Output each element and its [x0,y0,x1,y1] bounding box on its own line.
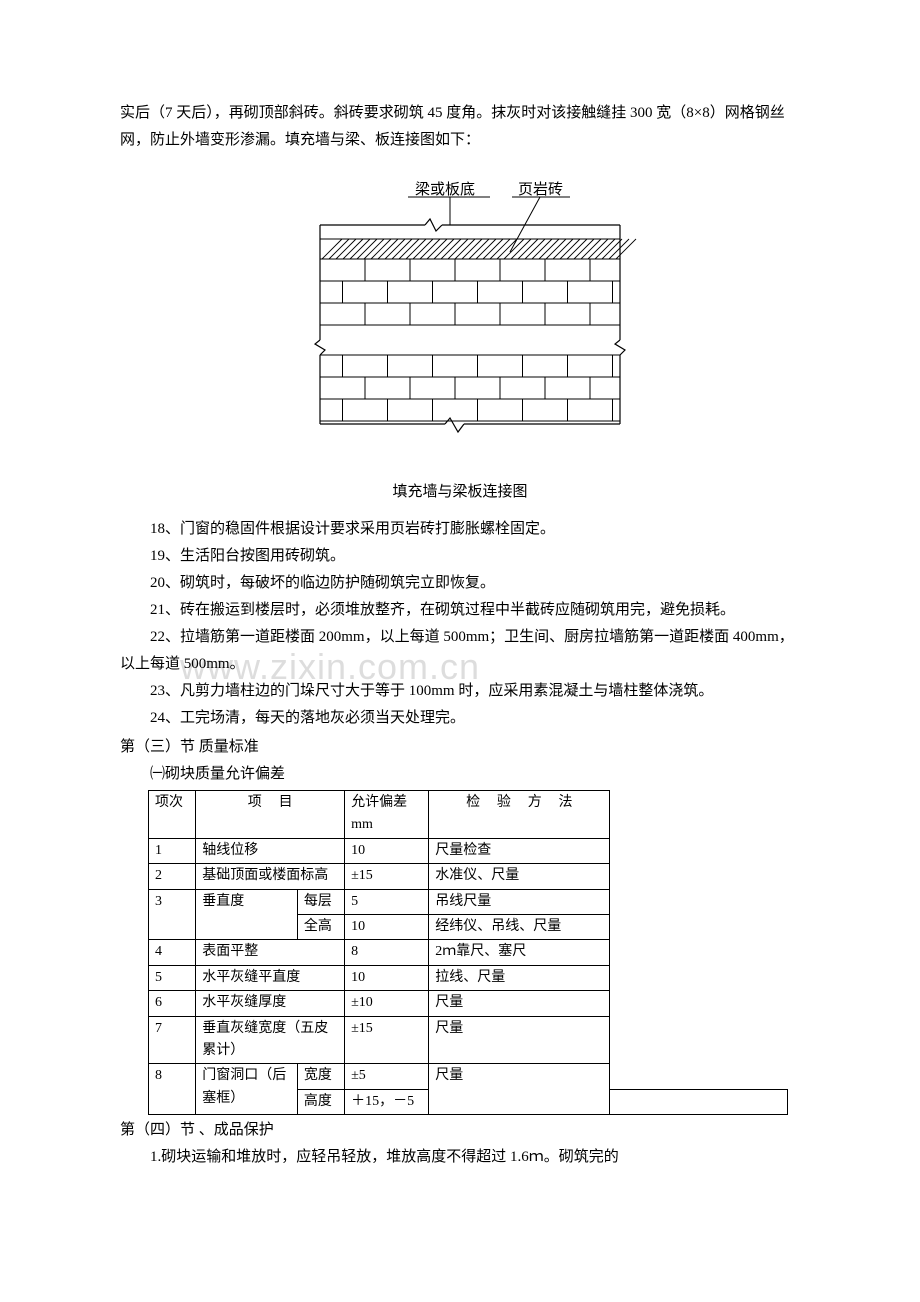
cell-method: 尺量 [429,1016,610,1064]
cell-tol: ±15 [345,1016,429,1064]
diagram-container: 梁或板底 页岩砖 [120,169,800,469]
cell-idx: 4 [149,940,196,965]
cell-tol: 10 [345,965,429,990]
section4-heading: 第（四）节 、成品保护 [120,1117,800,1144]
th-idx: 项次 [149,791,196,839]
cell-tol: ±15 [345,864,429,889]
cell-idx: 7 [149,1016,196,1064]
cell-method: 经纬仪、吊线、尺量 [429,914,610,939]
wall-diagram: 梁或板底 页岩砖 [280,169,640,469]
cell-method: 2ｍ靠尺、塞尺 [429,940,610,965]
table-row: 1轴线位移10尺量检查 [149,838,788,863]
numbered-item: 24、工完场清，每天的落地灰必须当天处理完。 [120,705,800,732]
numbered-item: 18、门窗的稳固件根据设计要求采用页岩砖打膨胀螺栓固定。 [120,516,800,543]
tolerance-table: 项次项目允许偏差mm检验方法1轴线位移10尺量检查2基础顶面或楼面标高±15水准… [148,790,788,1115]
diagram-caption: 填充墙与梁板连接图 [120,479,800,506]
cell-tol: ±10 [345,991,429,1016]
table-row: 8门窗洞口（后塞框）宽度±5尺量 [149,1064,788,1089]
cell-item: 垂直灰缝宽度（五皮累计） [196,1016,345,1064]
numbered-list: 18、门窗的稳固件根据设计要求采用页岩砖打膨胀螺栓固定。19、生活阳台按图用砖砌… [120,516,800,732]
cell-idx: 3 [149,889,196,940]
cell-tol: 10 [345,838,429,863]
svg-text:梁或板底: 梁或板底 [415,180,475,198]
cell-tol: 8 [345,940,429,965]
numbered-item: 20、砌筑时，每破坏的临边防护随砌筑完立即恢复。 [120,570,800,597]
table-row: 3垂直度每层5吊线尺量 [149,889,788,914]
cell-method: 拉线、尺量 [429,965,610,990]
svg-text:页岩砖: 页岩砖 [518,181,563,198]
table-row: 6水平灰缝厚度±10尺量 [149,991,788,1016]
cell-idx: 2 [149,864,196,889]
th-method: 检验方法 [429,791,610,839]
cell-item: 门窗洞口（后塞框） [196,1064,298,1115]
cell-tol: 5 [345,889,429,914]
section3-heading: 第（三）节 质量标准 [120,734,800,761]
cell-tol: ＋15，－5 [345,1089,429,1114]
cell-idx: 1 [149,838,196,863]
th-item: 项目 [196,791,345,839]
cell-method: 尺量检查 [429,838,610,863]
cell-method: 尺量 [429,991,610,1016]
section3-subheading: ㈠砌块质量允许偏差 [120,761,800,788]
th-tol: 允许偏差mm [345,791,429,839]
table-row: 4表面平整82ｍ靠尺、塞尺 [149,940,788,965]
table-row: 2基础顶面或楼面标高±15水准仪、尺量 [149,864,788,889]
numbered-item: 23、凡剪力墙柱边的门垛尺寸大于等于 100mm 时，应采用素混凝土与墙柱整体浇… [120,678,800,705]
numbered-item: 22、拉墙筋第一道距楼面 200mm，以上每道 500mm；卫生间、厨房拉墙筋第… [120,624,800,678]
cell-method [610,1089,788,1114]
cell-item: 表面平整 [196,940,345,965]
table-row: 7垂直灰缝宽度（五皮累计）±15尺量 [149,1016,788,1064]
cell-item: 水平灰缝厚度 [196,991,345,1016]
cell-sub: 宽度 [297,1064,344,1089]
cell-tol: 10 [345,914,429,939]
cell-item: 水平灰缝平直度 [196,965,345,990]
cell-idx: 8 [149,1064,196,1115]
cell-sub: 每层 [297,889,344,914]
cell-idx: 6 [149,991,196,1016]
cell-item: 基础顶面或楼面标高 [196,864,345,889]
cell-item: 垂直度 [196,889,298,940]
cell-sub: 高度 [297,1089,344,1114]
section4-item: 1.砌块运输和堆放时，应轻吊轻放，堆放高度不得超过 1.6ｍ。砌筑完的 [120,1144,800,1171]
cell-method: 吊线尺量 [429,889,610,914]
numbered-item: 19、生活阳台按图用砖砌筑。 [120,543,800,570]
cell-tol: ±5 [345,1064,429,1089]
cell-method: 尺量 [429,1064,610,1115]
cell-sub: 全高 [297,914,344,939]
cell-method: 水准仪、尺量 [429,864,610,889]
numbered-item: 21、砖在搬运到楼层时，必须堆放整齐，在砌筑过程中半截砖应随砌筑用完，避免损耗。 [120,597,800,624]
table-row: 5水平灰缝平直度10拉线、尺量 [149,965,788,990]
top-paragraph: 实后（7 天后），再砌顶部斜砖。斜砖要求砌筑 45 度角。抹灰时对该接触缝挂 3… [120,100,800,154]
cell-item: 轴线位移 [196,838,345,863]
cell-idx: 5 [149,965,196,990]
